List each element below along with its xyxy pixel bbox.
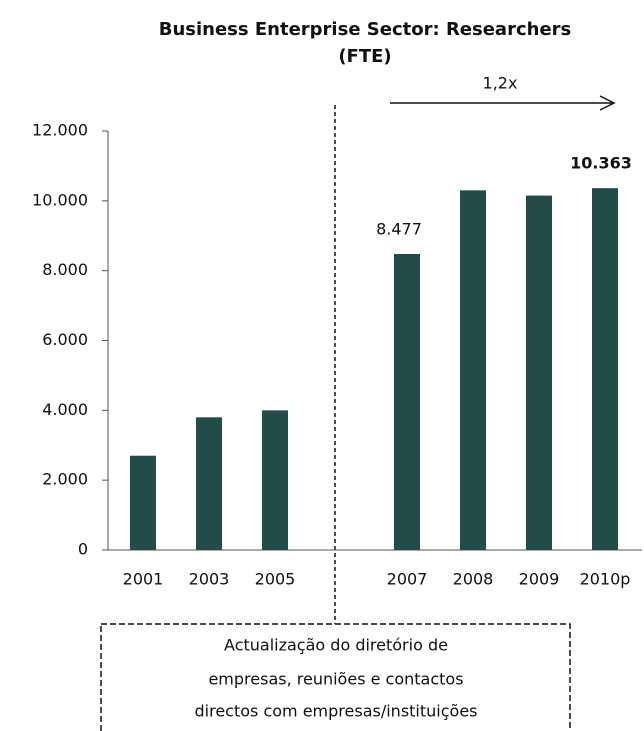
y-tick-label: 8.000 xyxy=(42,260,88,279)
bar xyxy=(196,417,222,550)
bar xyxy=(394,254,420,550)
note-box xyxy=(100,623,571,731)
x-tick-label: 2010p xyxy=(580,570,631,589)
chart-title: (FTE) xyxy=(338,46,391,67)
x-tick-label: 2001 xyxy=(123,570,164,589)
x-tick-label: 2005 xyxy=(255,570,296,589)
y-tick-label: 12.000 xyxy=(32,121,88,140)
bar xyxy=(526,195,552,551)
y-tick-label: 0 xyxy=(78,540,88,559)
chart-title: Business Enterprise Sector: Researchers xyxy=(159,19,572,40)
note-text: empresas, reuniões e contactos xyxy=(208,670,463,689)
bar xyxy=(460,190,486,550)
bar xyxy=(592,188,618,551)
data-label: 10.363 xyxy=(570,154,632,173)
annotation: 1,2x xyxy=(483,74,518,93)
x-tick-label: 2009 xyxy=(519,570,560,589)
y-tick-label: 2.000 xyxy=(42,470,88,489)
note-text: Actualização do diretório de xyxy=(224,636,448,655)
bar xyxy=(262,410,288,550)
x-tick-label: 2003 xyxy=(189,570,230,589)
arrow-head xyxy=(599,95,616,111)
y-tick-label: 10.000 xyxy=(32,190,88,209)
bar xyxy=(130,455,156,550)
x-tick-label: 2008 xyxy=(453,570,494,589)
note-text: directos com empresas/instituições xyxy=(195,702,478,721)
x-tick-label: 2007 xyxy=(387,570,428,589)
data-label: 8.477 xyxy=(376,220,422,239)
y-tick-label: 4.000 xyxy=(42,400,88,419)
y-tick-label: 6.000 xyxy=(42,330,88,349)
